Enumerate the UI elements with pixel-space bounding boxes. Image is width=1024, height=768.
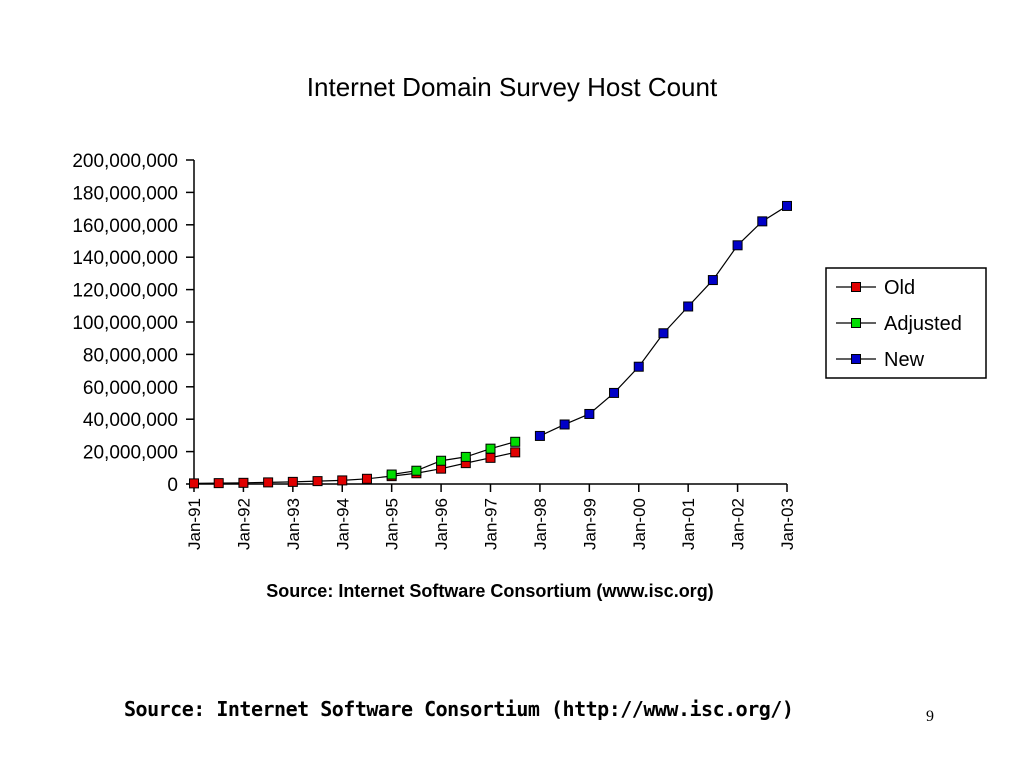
data-point-old xyxy=(485,452,496,463)
y-tick-label: 160,000,000 xyxy=(72,216,178,237)
x-tick-label: Jan-97 xyxy=(482,498,501,550)
x-tick-label: Jan-03 xyxy=(778,498,797,550)
data-point-old xyxy=(510,447,521,458)
data-point-new xyxy=(559,419,570,430)
y-tick-label: 120,000,000 xyxy=(72,281,178,302)
data-point-new xyxy=(534,430,545,441)
series-line-new xyxy=(539,205,788,437)
y-tick-label: 180,000,000 xyxy=(72,183,178,204)
x-tick-label: Jan-94 xyxy=(333,498,352,550)
data-point-adjusted xyxy=(485,443,496,454)
y-tick-label: 0 xyxy=(167,475,178,496)
legend-label-old: Old xyxy=(884,277,915,299)
x-tick-label: Jan-91 xyxy=(185,498,204,550)
x-tick-label: Jan-96 xyxy=(432,498,451,550)
legend-label-adjusted: Adjusted xyxy=(884,313,962,335)
x-tick-label: Jan-92 xyxy=(234,498,253,550)
data-point-old xyxy=(361,473,372,484)
data-point-old xyxy=(189,478,199,489)
data-point-old xyxy=(238,477,249,488)
x-axis-label: Source: Internet Software Consortium (ww… xyxy=(266,581,713,601)
data-point-new xyxy=(732,240,743,251)
data-point-new xyxy=(707,275,718,286)
source-caption: Source: Internet Software Consortium (ht… xyxy=(124,697,794,721)
x-tick-label: Jan-99 xyxy=(580,498,599,550)
data-point-old xyxy=(263,477,274,488)
chart-title: Internet Domain Survey Host Count xyxy=(307,72,718,102)
page-number: 9 xyxy=(926,708,934,725)
data-point-new xyxy=(782,200,792,211)
x-tick-label: Jan-93 xyxy=(284,498,303,550)
x-tick-label: Jan-01 xyxy=(679,498,698,550)
x-tick-label: Jan-98 xyxy=(531,498,550,550)
data-point-adjusted xyxy=(436,455,447,466)
y-tick-label: 20,000,000 xyxy=(83,443,178,464)
data-point-adjusted xyxy=(386,469,397,480)
legend-label-new: New xyxy=(884,349,925,371)
data-point-adjusted xyxy=(411,465,422,476)
data-point-old xyxy=(337,475,348,486)
legend-marker-old xyxy=(851,282,861,292)
data-point-new xyxy=(757,216,768,227)
data-point-new xyxy=(658,328,669,339)
data-point-old xyxy=(287,476,298,487)
data-point-adjusted xyxy=(460,451,471,462)
y-tick-label: 140,000,000 xyxy=(72,248,178,269)
x-tick-label: Jan-02 xyxy=(729,498,748,550)
data-point-adjusted xyxy=(510,436,521,447)
y-tick-label: 100,000,000 xyxy=(72,313,178,334)
x-tick-label: Jan-00 xyxy=(630,498,649,550)
data-point-new xyxy=(609,387,620,398)
series-line-adjusted xyxy=(391,441,516,476)
legend-marker-adjusted xyxy=(851,318,861,328)
legend-marker-new xyxy=(851,354,861,364)
y-tick-label: 60,000,000 xyxy=(83,378,178,399)
x-tick-label: Jan-95 xyxy=(383,498,402,550)
y-tick-label: 80,000,000 xyxy=(83,345,178,366)
data-point-old xyxy=(213,478,224,489)
y-tick-label: 40,000,000 xyxy=(83,410,178,431)
data-point-old xyxy=(312,476,323,487)
data-point-new xyxy=(633,361,644,372)
data-point-new xyxy=(683,301,694,312)
y-tick-label: 200,000,000 xyxy=(72,151,178,172)
data-point-new xyxy=(584,408,595,419)
